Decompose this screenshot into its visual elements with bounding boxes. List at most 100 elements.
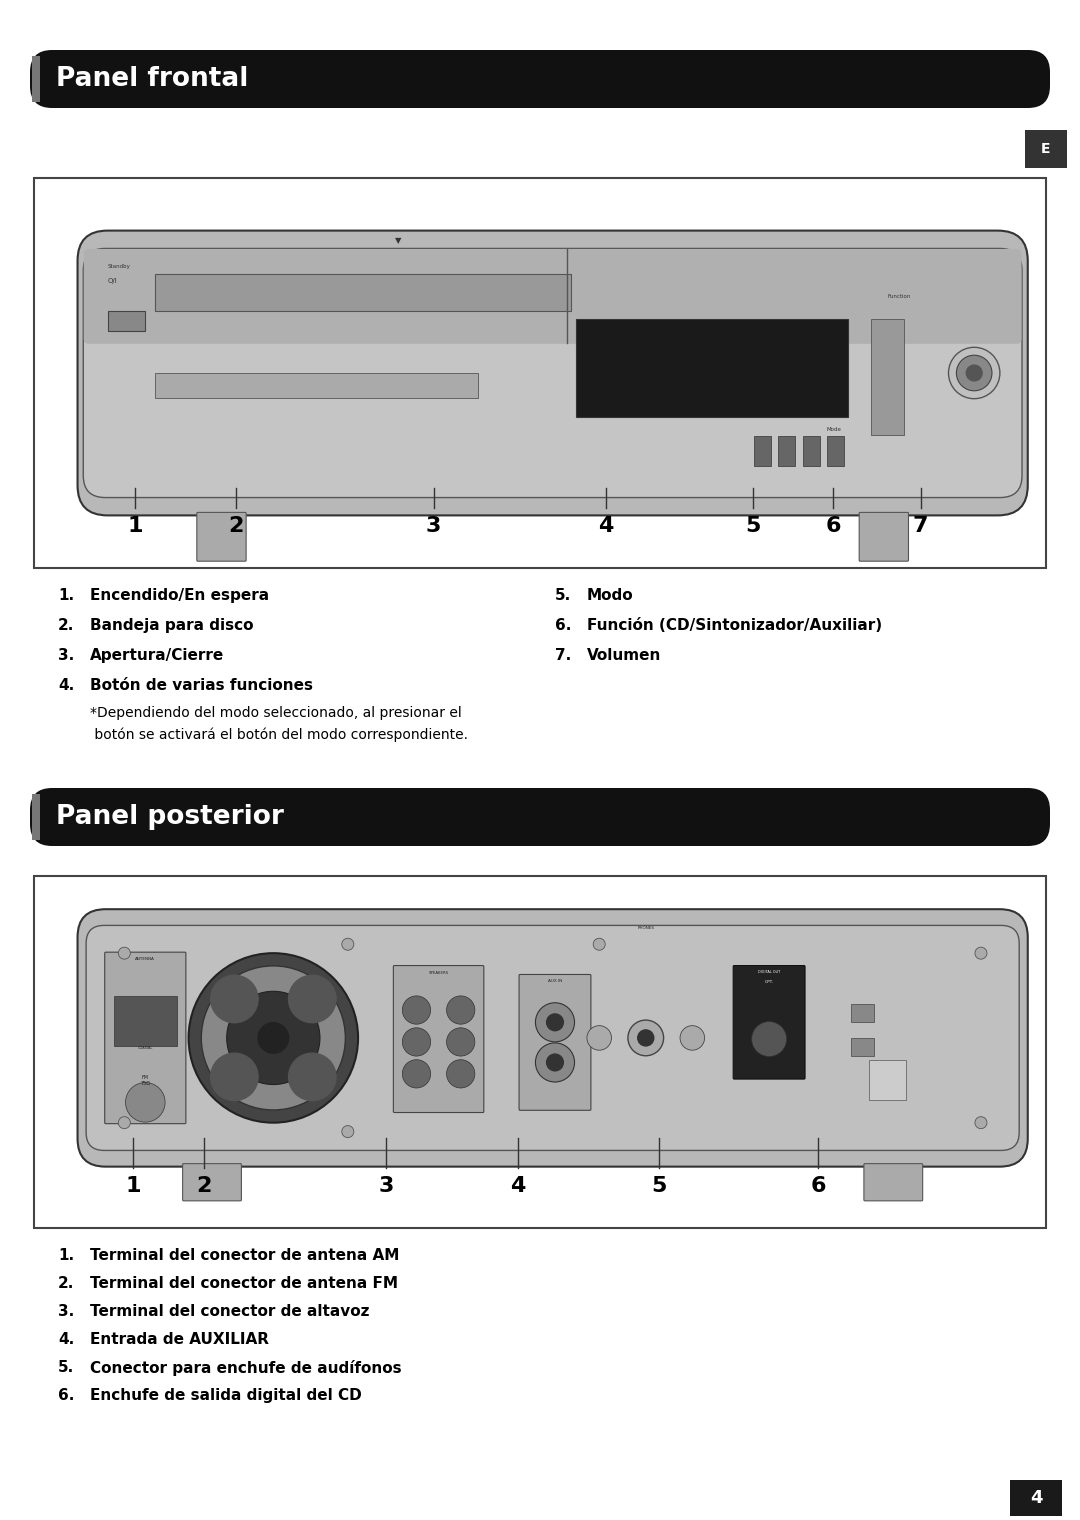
Circle shape (119, 1117, 131, 1129)
FancyBboxPatch shape (83, 248, 1022, 497)
Text: Botón de varias funciones: Botón de varias funciones (90, 678, 313, 693)
Circle shape (546, 1014, 564, 1031)
Bar (851, 1005, 874, 1023)
Circle shape (211, 976, 258, 1023)
Circle shape (227, 991, 320, 1085)
Text: Entrada de AUXILIAR: Entrada de AUXILIAR (90, 1332, 269, 1347)
FancyBboxPatch shape (30, 50, 1050, 108)
Circle shape (446, 996, 475, 1024)
FancyBboxPatch shape (860, 512, 908, 561)
Circle shape (211, 1053, 258, 1100)
Text: 3.: 3. (58, 648, 75, 663)
Text: Function: Function (888, 293, 910, 299)
Text: Encendido/En espera: Encendido/En espera (90, 588, 269, 603)
Text: 6.: 6. (58, 1388, 75, 1403)
Bar (851, 1038, 874, 1056)
Bar (108, 312, 145, 331)
Text: 2.: 2. (58, 619, 75, 632)
Bar (1010, 1480, 1062, 1515)
Text: 3: 3 (426, 515, 442, 537)
FancyBboxPatch shape (197, 512, 246, 561)
Circle shape (627, 1020, 663, 1056)
Circle shape (593, 938, 605, 950)
Circle shape (957, 356, 993, 391)
Text: 1.: 1. (58, 588, 75, 603)
Circle shape (201, 965, 346, 1110)
Circle shape (752, 1021, 786, 1056)
Bar (154, 274, 571, 312)
Text: 4.: 4. (58, 678, 75, 693)
Circle shape (288, 1053, 336, 1100)
Text: AUX IN: AUX IN (548, 979, 562, 983)
Circle shape (446, 1059, 475, 1088)
Text: SPEAKERS: SPEAKERS (429, 971, 448, 974)
Bar (33, 178, 1047, 568)
Bar (754, 436, 771, 465)
Text: 4: 4 (510, 1176, 526, 1196)
Circle shape (586, 1026, 611, 1050)
Text: Volumen: Volumen (588, 648, 661, 663)
Text: botón se activará el botón del modo correspondiente.: botón se activará el botón del modo corr… (90, 728, 468, 742)
Bar (32, 56, 40, 102)
Circle shape (125, 1082, 165, 1122)
Circle shape (637, 1031, 653, 1046)
Circle shape (446, 1028, 475, 1056)
Text: OPT.: OPT. (765, 979, 773, 983)
Bar (869, 1061, 906, 1100)
Text: 2: 2 (229, 515, 244, 537)
FancyBboxPatch shape (78, 909, 1028, 1167)
Bar (154, 372, 477, 398)
Circle shape (536, 1043, 575, 1082)
Text: E: E (1041, 141, 1051, 157)
FancyBboxPatch shape (183, 1164, 242, 1201)
Text: 3: 3 (378, 1176, 394, 1196)
Text: Terminal del conector de antena FM: Terminal del conector de antena FM (90, 1275, 399, 1290)
Text: Apertura/Cierre: Apertura/Cierre (90, 648, 225, 663)
Text: 5.: 5. (58, 1360, 75, 1376)
Bar (33, 876, 1047, 1228)
Text: Terminal del conector de altavoz: Terminal del conector de altavoz (90, 1304, 369, 1319)
FancyBboxPatch shape (30, 787, 1050, 847)
Circle shape (536, 1003, 575, 1041)
Circle shape (341, 938, 354, 950)
Circle shape (403, 1059, 431, 1088)
FancyBboxPatch shape (78, 231, 1028, 515)
Text: 1.: 1. (58, 1248, 75, 1263)
Bar (113, 996, 177, 1046)
Circle shape (403, 996, 431, 1024)
Text: 4: 4 (1029, 1490, 1042, 1506)
Text: Terminal del conector de antena AM: Terminal del conector de antena AM (90, 1248, 400, 1263)
FancyBboxPatch shape (864, 1164, 922, 1201)
Circle shape (975, 1117, 987, 1129)
Text: Conector para enchufe de audífonos: Conector para enchufe de audífonos (90, 1360, 402, 1376)
Text: Función (CD/Sintonizador/Auxiliar): Función (CD/Sintonizador/Auxiliar) (588, 619, 882, 632)
Text: Mode: Mode (826, 427, 841, 432)
Text: 6: 6 (826, 515, 841, 537)
Bar (32, 793, 40, 841)
Circle shape (975, 947, 987, 959)
Circle shape (948, 347, 1000, 398)
Text: Standby: Standby (108, 264, 131, 269)
Circle shape (288, 976, 336, 1023)
Text: 4: 4 (598, 515, 613, 537)
Circle shape (546, 1053, 564, 1070)
Text: 1: 1 (127, 515, 143, 537)
Text: 2: 2 (197, 1176, 212, 1196)
Text: 3.: 3. (58, 1304, 75, 1319)
Text: 7.: 7. (555, 648, 571, 663)
Text: Modo: Modo (588, 588, 634, 603)
Circle shape (119, 947, 131, 959)
Text: 5: 5 (745, 515, 760, 537)
Text: 5.: 5. (555, 588, 571, 603)
Text: PHONES: PHONES (637, 926, 654, 930)
Text: DIGITAL OUT: DIGITAL OUT (758, 970, 780, 973)
Bar (827, 436, 843, 465)
Text: 1: 1 (125, 1176, 140, 1196)
Text: 4.: 4. (58, 1332, 75, 1347)
Circle shape (189, 953, 359, 1123)
Circle shape (680, 1026, 704, 1050)
Text: Enchufe de salida digital del CD: Enchufe de salida digital del CD (90, 1388, 362, 1403)
Bar (872, 319, 904, 435)
Text: ▼: ▼ (395, 236, 402, 245)
FancyBboxPatch shape (733, 965, 805, 1079)
